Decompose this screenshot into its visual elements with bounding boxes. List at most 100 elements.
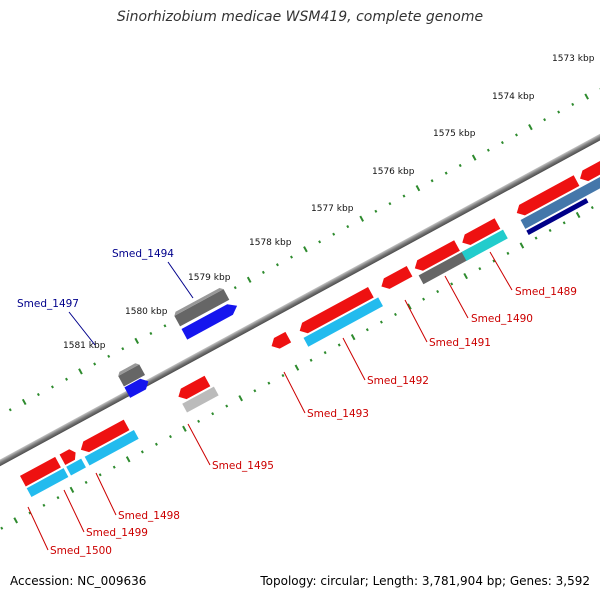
tick-mark xyxy=(548,228,552,233)
leader-line xyxy=(95,472,117,516)
leader-line xyxy=(283,371,306,414)
page-title: Sinorhizobium medicae WSM419, complete g… xyxy=(116,9,484,25)
gene-smed-1494-lower[interactable] xyxy=(181,300,240,340)
accession-label: Accession: NC_009636 xyxy=(10,574,147,588)
tick-mark xyxy=(163,324,167,328)
tick-mark xyxy=(93,362,97,366)
leader-line xyxy=(68,311,96,346)
tick-mark xyxy=(492,259,496,263)
gene-smed-1497-upper[interactable] xyxy=(117,362,146,387)
tick-mark xyxy=(275,263,279,267)
gene-smed-1489[interactable] xyxy=(455,217,508,261)
tick-mark xyxy=(267,381,271,385)
tick-mark xyxy=(42,503,46,507)
tick-mark xyxy=(211,412,215,416)
tick-mark xyxy=(463,272,468,280)
tick-mark xyxy=(444,171,448,175)
tick-mark xyxy=(281,373,285,378)
scale-label: 1579 kbp xyxy=(188,273,231,283)
gene-label[interactable]: Smed_1489 xyxy=(515,286,577,298)
tick-mark xyxy=(478,267,482,271)
gene-label[interactable]: Smed_1495 xyxy=(212,460,274,472)
tick-mark xyxy=(458,163,462,168)
tick-mark xyxy=(500,141,504,145)
gene-label[interactable]: Smed_1494 xyxy=(112,248,174,260)
gene-smed-1499[interactable] xyxy=(59,446,86,476)
tick-mark xyxy=(515,133,518,137)
tick-mark xyxy=(323,351,327,355)
genome-backbone xyxy=(0,96,600,504)
tick-mark xyxy=(346,224,350,229)
gene-smed-1498[interactable] xyxy=(78,418,139,466)
forward-genes xyxy=(117,287,240,398)
reverse-genes xyxy=(20,141,600,498)
genome-summary: Topology: circular; Length: 3,781,904 bp… xyxy=(260,574,590,588)
tick-mark xyxy=(50,385,54,389)
gene-label[interactable]: Smed_1500 xyxy=(50,545,112,557)
scale-labels: 1573 kbp 1574 kbp 1575 kbp 1576 kbp 1577 kbp… xyxy=(63,54,595,351)
tick-mark xyxy=(69,486,75,493)
gene-smed-1495[interactable] xyxy=(176,374,219,413)
tick-mark xyxy=(21,398,27,406)
tick-mark xyxy=(261,270,265,274)
scale-label: 1580 kbp xyxy=(125,307,168,317)
tick-mark xyxy=(388,202,392,206)
gene-label[interactable]: Smed_1493 xyxy=(307,408,369,420)
gene-label[interactable]: Smed_1497 xyxy=(17,298,79,310)
gene-smed-1492[interactable] xyxy=(297,285,383,347)
gene-smed-1497-lower[interactable] xyxy=(124,376,151,398)
tick-mark xyxy=(121,347,125,351)
tick-mark xyxy=(337,343,341,347)
gene-smed-1494-upper[interactable] xyxy=(173,287,230,327)
tick-mark xyxy=(238,395,243,402)
leader-line xyxy=(63,489,85,533)
gene-smed-1493[interactable] xyxy=(269,331,292,352)
tick-mark xyxy=(332,232,336,236)
tick-mark xyxy=(149,331,153,336)
gene-label[interactable]: Smed_1492 xyxy=(367,375,429,387)
gene-label[interactable]: Smed_1498 xyxy=(118,510,180,522)
tick-mark xyxy=(78,368,83,375)
tick-mark xyxy=(303,246,308,253)
leader-line xyxy=(404,299,428,343)
tick-mark xyxy=(543,118,547,122)
tick-mark xyxy=(430,179,434,183)
tick-mark xyxy=(125,456,131,463)
tick-mark xyxy=(571,102,575,106)
gene-smed-1491[interactable] xyxy=(379,265,413,292)
gene-smed-1490[interactable] xyxy=(412,235,476,285)
tick-mark xyxy=(584,93,589,100)
tick-mark xyxy=(65,377,69,381)
gene-label[interactable]: Smed_1490 xyxy=(471,313,533,325)
scale-label: 1576 kbp xyxy=(372,167,415,177)
tick-mark xyxy=(590,205,594,210)
gene-smed-1500[interactable] xyxy=(20,456,69,498)
tick-mark xyxy=(290,255,293,259)
tick-marks xyxy=(0,87,600,530)
scale-label: 1573 kbp xyxy=(552,54,595,64)
tick-mark xyxy=(36,392,40,397)
tick-mark xyxy=(182,425,187,432)
tick-mark xyxy=(575,211,581,219)
scale-label: 1581 kbp xyxy=(63,341,106,351)
tick-mark xyxy=(486,148,490,152)
tick-mark xyxy=(225,404,229,408)
tick-mark xyxy=(0,526,4,530)
tick-mark xyxy=(253,389,257,393)
gene-label[interactable]: Smed_1499 xyxy=(86,527,148,539)
leader-line xyxy=(489,251,513,291)
tick-mark xyxy=(112,465,116,469)
tick-mark xyxy=(534,236,538,240)
tick-mark xyxy=(415,185,421,192)
tick-mark xyxy=(107,354,111,358)
tick-mark xyxy=(528,123,533,131)
tick-mark xyxy=(506,251,510,255)
gene-adjacent-right[interactable] xyxy=(514,141,600,235)
tick-mark xyxy=(134,337,140,344)
tick-mark xyxy=(56,496,60,500)
gene-label[interactable]: Smed_1491 xyxy=(429,337,491,349)
tick-mark xyxy=(374,209,378,213)
scale-label: 1575 kbp xyxy=(433,129,476,139)
